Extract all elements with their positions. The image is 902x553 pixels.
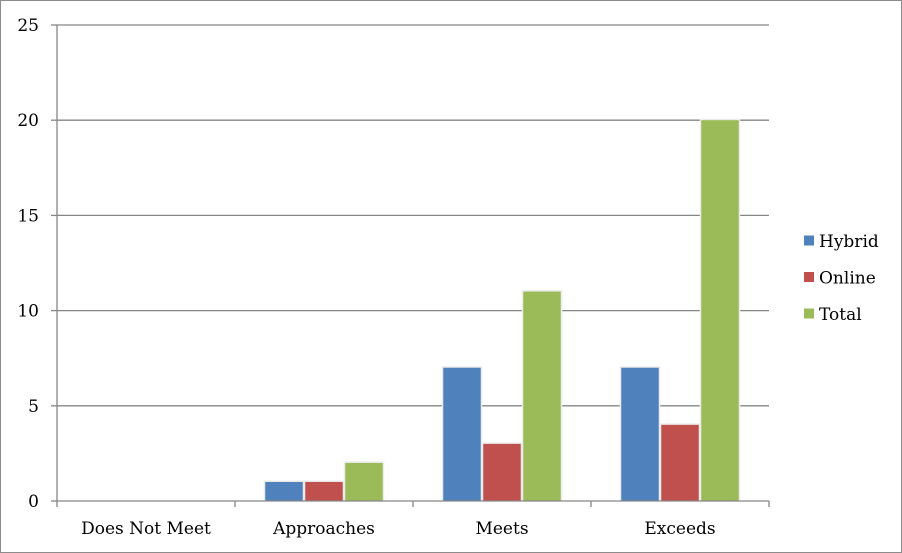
x-tick-label: Meets [475, 519, 528, 539]
y-tick-label: 5 [28, 397, 39, 417]
bar-online-meets [483, 443, 521, 501]
y-tick-label: 0 [28, 492, 39, 512]
legend-label-hybrid: Hybrid [819, 232, 879, 252]
legend-swatch-hybrid [804, 235, 814, 246]
y-axis-tick-labels: 0 5 10 15 20 25 [17, 16, 39, 512]
bar-hybrid-meets [443, 367, 481, 501]
legend-label-total: Total [819, 305, 862, 325]
bar-hybrid-approaches [265, 481, 303, 501]
bar-hybrid-exceeds [621, 367, 659, 501]
y-tick-label: 15 [17, 206, 39, 226]
legend-label-online: Online [819, 269, 876, 289]
axes [51, 24, 770, 507]
legend-swatch-total [804, 308, 814, 319]
bar-online-exceeds [661, 424, 699, 501]
x-tick-label: Approaches [272, 519, 375, 539]
bar-total-meets [523, 291, 561, 501]
legend-swatch-online [804, 272, 814, 282]
x-axis-tick-labels: Does Not Meet Approaches Meets Exceeds [81, 519, 716, 539]
bars [263, 118, 741, 501]
x-tick-label: Exceeds [644, 519, 715, 539]
legend: Hybrid Online Total [804, 232, 879, 325]
y-tick-label: 20 [17, 111, 39, 131]
y-tick-label: 10 [17, 302, 39, 322]
gridlines [57, 24, 769, 407]
x-tick-label: Does Not Meet [81, 519, 211, 539]
bar-total-approaches [345, 462, 383, 501]
y-tick-label: 25 [17, 16, 39, 36]
bar-online-approaches [305, 481, 343, 501]
bar-total-exceeds [701, 120, 739, 501]
